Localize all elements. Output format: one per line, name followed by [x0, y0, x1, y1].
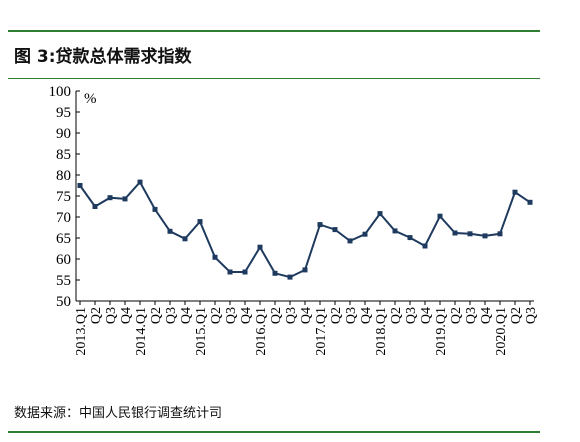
x-tick-label: Q2 [509, 307, 524, 324]
data-point [347, 238, 353, 244]
series-line [79, 180, 531, 279]
x-tick-label: 2016.Q1 [254, 307, 269, 356]
series-demand-index [77, 179, 533, 280]
data-point [227, 269, 233, 275]
x-tick-label: 2020.Q1 [494, 307, 509, 356]
y-tick-label: 80 [56, 168, 71, 184]
data-point [122, 196, 128, 202]
y-tick-label: 75 [56, 189, 71, 205]
data-point [317, 222, 323, 228]
data-point [137, 179, 143, 185]
x-tick-label: Q4 [479, 307, 494, 324]
x-tick-label: Q3 [224, 307, 239, 324]
y-axis: 50 55 60 65 70 75 80 85 90 95 100 [49, 84, 80, 310]
x-tick-label: Q3 [464, 307, 479, 324]
x-tick-label: Q2 [269, 307, 284, 324]
x-axis: 2013.Q1 Q2 Q3 Q4 2014.Q1 Q2 Q3 Q4 2015.Q1 Q2 Q3 Q4 2… [74, 300, 539, 356]
y-tick-label: 65 [56, 231, 71, 247]
x-tick-label: Q4 [299, 307, 314, 324]
title-rule [8, 78, 540, 79]
x-tick-label: Q3 [404, 307, 419, 324]
data-point [332, 227, 338, 233]
data-point [437, 213, 443, 219]
data-point [212, 254, 218, 260]
data-point [452, 230, 458, 236]
y-tick-label: 70 [56, 210, 71, 226]
x-tick-label: Q4 [239, 307, 254, 324]
source-note: 数据来源：中国人民银行调查统计司 [14, 406, 223, 421]
data-point [287, 274, 293, 280]
x-tick-label: 2017.Q1 [314, 307, 329, 356]
y-tick-label: 100 [49, 84, 72, 100]
data-point [497, 231, 503, 237]
data-point [77, 183, 83, 188]
data-point [302, 267, 308, 273]
x-tick-label: Q4 [359, 307, 374, 324]
y-tick-label: 50 [56, 294, 71, 310]
data-point [197, 219, 203, 225]
x-tick-label: Q3 [104, 307, 119, 324]
data-point [242, 269, 248, 275]
data-point [152, 206, 158, 212]
x-tick-label: 2014.Q1 [134, 307, 149, 356]
data-point [512, 189, 518, 195]
x-tick-label: 2013.Q1 [74, 307, 89, 356]
y-tick-label: 85 [56, 147, 71, 163]
bottom-rule [8, 431, 540, 433]
data-point [392, 228, 398, 234]
x-tick-label: Q3 [284, 307, 299, 324]
data-point [467, 231, 473, 237]
x-tick-label: Q3 [344, 307, 359, 324]
data-point [407, 235, 413, 241]
top-rule [8, 30, 540, 32]
chart-title: 图 3:贷款总体需求指数 [14, 47, 192, 67]
y-tick-label: 90 [56, 126, 71, 142]
x-tick-label: Q3 [164, 307, 179, 324]
x-tick-label: 2018.Q1 [374, 307, 389, 356]
x-tick-label: Q2 [209, 307, 224, 324]
x-tick-label: Q2 [449, 307, 464, 324]
y-tick-label: 60 [56, 252, 71, 268]
data-point [362, 231, 368, 237]
x-tick-label: 2015.Q1 [194, 307, 209, 356]
x-tick-label: 2019.Q1 [434, 307, 449, 356]
x-tick-label: Q4 [419, 307, 434, 324]
data-point [182, 236, 188, 242]
data-point [272, 270, 278, 276]
x-tick-label: Q2 [149, 307, 164, 324]
y-tick-label: 55 [56, 273, 71, 289]
data-point [377, 211, 383, 217]
y-tick-label: 95 [56, 105, 71, 121]
x-tick-label: Q4 [179, 307, 194, 324]
data-point [92, 204, 98, 209]
y-axis-unit-label: % [84, 91, 97, 107]
data-point [107, 195, 113, 201]
data-point [527, 199, 533, 205]
data-point [422, 243, 428, 249]
x-tick-label: Q3 [524, 307, 539, 324]
x-tick-label: Q2 [389, 307, 404, 324]
data-point [482, 233, 488, 239]
x-tick-label: Q2 [89, 307, 104, 324]
data-point [167, 228, 173, 234]
x-tick-label: Q4 [119, 307, 134, 324]
x-tick-label: Q2 [329, 307, 344, 324]
data-point [257, 244, 263, 250]
